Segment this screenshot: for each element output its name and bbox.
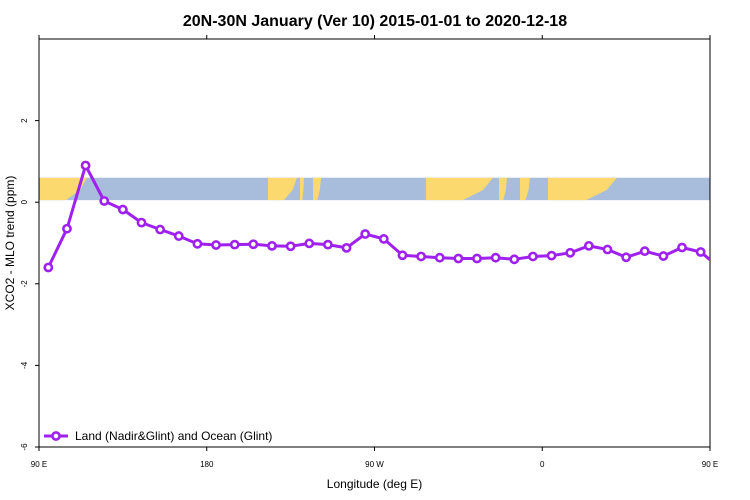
y-axis: -6 -4 -2 0 2 (20, 118, 39, 451)
data-point (509, 254, 520, 265)
data-point (43, 262, 54, 273)
data-point (229, 239, 240, 250)
data-point (472, 253, 482, 264)
data-point (565, 247, 576, 258)
data-point (734, 226, 741, 233)
data-point (658, 251, 669, 261)
data-point (341, 242, 352, 253)
data-point (117, 204, 128, 215)
series-layer (43, 160, 741, 273)
x-tick-label: 90 E (31, 460, 47, 469)
y-tick-label: -6 (20, 443, 29, 451)
y-tick-label: -4 (20, 361, 29, 369)
data-point (602, 244, 613, 255)
chart-title: 20N-30N January (Ver 10) 2015-01-01 to 2… (183, 13, 567, 30)
data-point (155, 224, 166, 235)
map-land-shape (520, 177, 530, 201)
data-point (360, 229, 371, 239)
data-point (62, 223, 72, 234)
x-tick-label: 180 (200, 460, 214, 469)
data-point (267, 240, 277, 251)
x-tick-label: 0 (540, 460, 545, 469)
map-land-shape (313, 177, 321, 201)
data-point (323, 239, 333, 250)
map-land-shape (40, 177, 87, 201)
data-point (285, 241, 296, 252)
x-tick-label: 90 E (702, 460, 718, 469)
data-point (304, 238, 315, 249)
map-ocean-band (39, 177, 710, 201)
data-point (80, 160, 91, 171)
data-point (397, 250, 408, 261)
y-tick-label: 0 (20, 199, 29, 204)
data-point (99, 196, 110, 206)
data-point (621, 252, 632, 263)
x-axis: 90 E 180 90 W 0 90 E (31, 35, 718, 469)
legend: Land (Nadir&Glint) and Ocean (Glint) (44, 429, 272, 443)
data-point (248, 239, 259, 250)
legend-marker-swatch (51, 431, 61, 441)
legend-entry-label: Land (Nadir&Glint) and Ocean (Glint) (75, 429, 272, 443)
x-tick-label: 90 W (365, 460, 384, 469)
data-point (583, 240, 594, 251)
y-tick-label: -2 (20, 280, 29, 288)
map-land-shape (426, 177, 493, 201)
y-tick-label: 2 (20, 118, 29, 123)
data-point (453, 253, 464, 264)
y-axis-label: XCO2 - MLO trend (ppm) (3, 176, 17, 311)
data-point (639, 246, 650, 257)
x-axis-label: Longitude (deg E) (327, 477, 422, 491)
map-land-shape (499, 177, 507, 201)
data-point (136, 217, 147, 228)
data-point (211, 240, 221, 250)
data-point (528, 251, 538, 262)
map-strip (39, 177, 710, 201)
data-point (716, 264, 723, 271)
map-land-shape (268, 177, 297, 201)
map-land-shape (300, 177, 304, 201)
data-point (490, 252, 501, 263)
map-land-shape (548, 177, 617, 201)
data-point (434, 252, 445, 263)
data-point (677, 242, 687, 253)
data-point (173, 231, 184, 241)
data-point (378, 234, 389, 244)
plot-frame (38, 38, 711, 448)
data-point (416, 251, 426, 262)
data-point (695, 247, 706, 257)
data-point (192, 238, 203, 249)
data-point (546, 250, 557, 261)
